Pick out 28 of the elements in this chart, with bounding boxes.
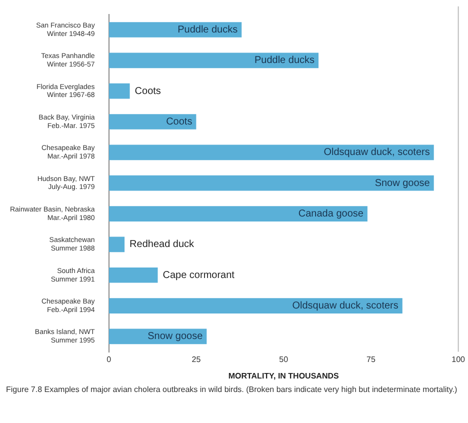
- x-axis-title: MORTALITY, IN THOUSANDS: [228, 371, 340, 380]
- data-label: Coots: [166, 116, 192, 128]
- bar: [108, 22, 242, 38]
- bar: [108, 52, 319, 68]
- x-tick-label: 0: [106, 354, 112, 364]
- data-label: Oldsquaw duck, scoters: [324, 147, 430, 158]
- data-label: Oldsquaw duck, scoters: [292, 300, 398, 312]
- x-tick-label: 100: [452, 354, 466, 364]
- data-label: Snow goose: [374, 178, 430, 189]
- data-label: Canada goose: [298, 208, 364, 220]
- bar: [108, 267, 158, 283]
- bar: [108, 175, 434, 191]
- bar: [108, 114, 196, 130]
- data-label: Cape cormorant: [162, 270, 235, 281]
- data-label: Puddle ducks: [178, 24, 238, 36]
- x-tick-label: 75: [366, 354, 376, 364]
- x-tick-label: 25: [192, 354, 202, 364]
- bar: [108, 206, 368, 222]
- bar: [108, 236, 125, 252]
- x-tick-label: 50: [279, 354, 289, 364]
- data-label: Redhead duck: [130, 239, 196, 250]
- caption: Figure 7.8 Examples of major avian cholera outbreaks in wild birds. (Broken bars indicate very high but indeterminate mortality.): [5, 385, 458, 396]
- bar: [108, 298, 402, 314]
- bar: [108, 83, 130, 99]
- data-label: Coots: [134, 86, 161, 97]
- data-label: Puddle ducks: [254, 55, 315, 66]
- bar: [108, 144, 434, 160]
- data-label: Snow goose: [148, 331, 204, 342]
